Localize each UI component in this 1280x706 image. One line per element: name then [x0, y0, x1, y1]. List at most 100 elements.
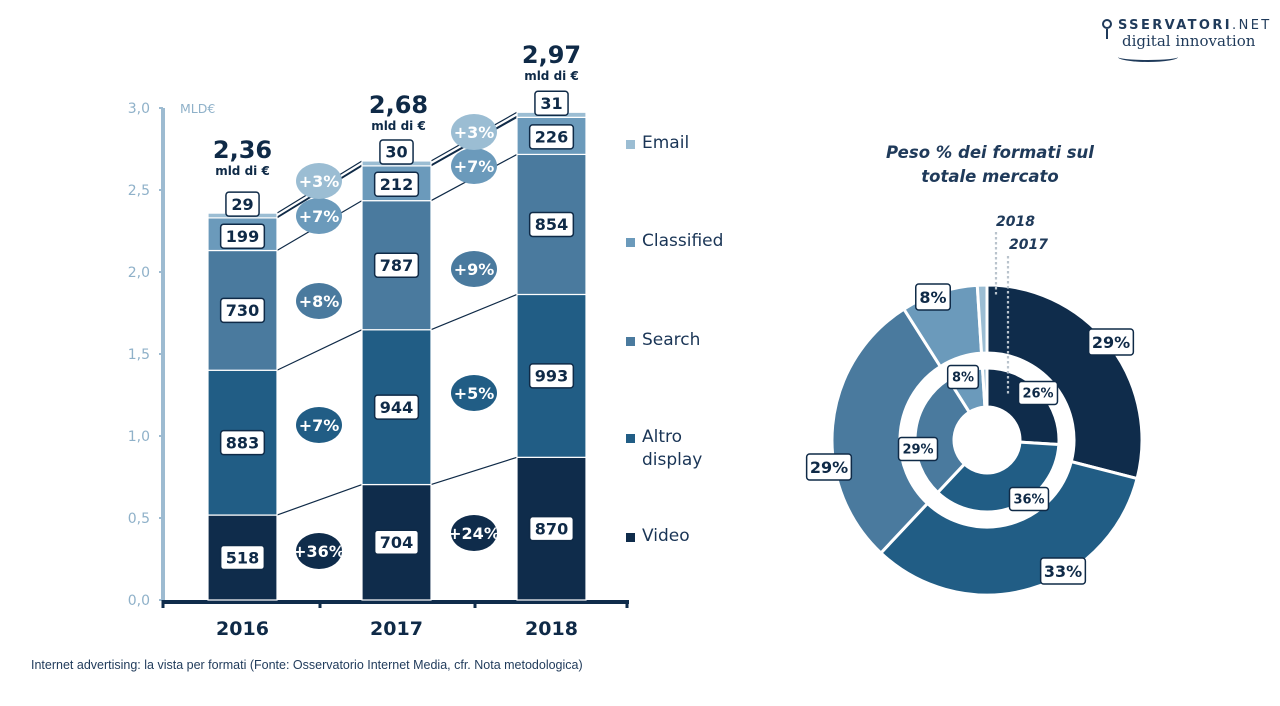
total-value: 2,36 [213, 136, 272, 164]
legend-label: Altro display [642, 427, 703, 470]
growth-connector [276, 483, 363, 516]
bar-value-search: 854 [528, 211, 575, 238]
logo-wordmark: SSERVATORI.NET [1118, 18, 1272, 33]
growth-connector [430, 456, 518, 486]
value-box [528, 363, 575, 389]
y-tick-label: 1,0 [128, 429, 150, 445]
total-unit: mld di € [215, 164, 270, 178]
bar-value-search: 787 [373, 252, 420, 278]
bar-value-altro-display: 944 [373, 394, 420, 420]
value-label: 29 [231, 195, 253, 214]
growth-ellipse [451, 251, 497, 287]
value-box [528, 515, 575, 542]
growth-label: +24% [448, 524, 500, 543]
legend-item-classified: Classified [626, 230, 723, 253]
legend-label: Email [642, 133, 690, 153]
legend-swatch [626, 238, 635, 247]
value-box [219, 297, 266, 324]
value-box [373, 529, 420, 556]
growth-badge-search: +9% [451, 251, 497, 287]
growth-ellipse [296, 198, 342, 234]
growth-label: +3% [454, 123, 495, 142]
magnifier-pin-icon [1102, 19, 1112, 29]
value-label: 944 [380, 398, 413, 417]
legend-item-email: Email [626, 132, 689, 155]
total-unit: mld di € [371, 119, 426, 133]
growth-ellipse [451, 515, 497, 551]
growth-badge-video: +24% [448, 515, 500, 551]
value-label: 31 [540, 94, 562, 113]
value-label: 518 [226, 548, 259, 567]
bar-value-classified: 212 [373, 171, 420, 198]
osservatori-logo: SSERVATORI.NET digital innovation [1100, 18, 1275, 68]
value-box [379, 139, 414, 165]
total-value: 2,68 [369, 91, 428, 119]
x-tick-label: 2017 [370, 618, 423, 640]
bar-value-video: 870 [528, 515, 575, 542]
growth-label: +7% [299, 207, 340, 226]
y-tick-label: 1,5 [128, 347, 150, 363]
growth-badge-email: +3% [296, 163, 342, 199]
value-label: 212 [380, 175, 413, 194]
bar-value-email: 29 [225, 191, 260, 217]
legend-item-search: Search [626, 329, 700, 352]
bar-value-search: 730 [219, 297, 266, 324]
growth-ellipse [296, 407, 342, 443]
y-unit-label: MLD€ [180, 101, 215, 116]
value-box [225, 191, 260, 217]
bar-value-altro-display: 993 [528, 363, 575, 389]
bar-segment-video [516, 456, 587, 601]
value-label: 199 [226, 227, 259, 246]
source-caption: Internet advertising: la vista per forma… [31, 658, 583, 672]
legend-item-video: Video [626, 525, 690, 548]
legend-label: Search [642, 330, 701, 350]
value-label: 787 [380, 256, 413, 275]
growth-badge-classified: +7% [451, 148, 497, 184]
growth-badge-altro-display: +5% [451, 375, 497, 411]
growth-connector [430, 293, 518, 331]
legend-swatch [626, 337, 635, 346]
logo-tagline: digital innovation [1122, 32, 1256, 50]
growth-connector [276, 329, 363, 371]
x-tick-label: 2016 [216, 618, 269, 640]
growth-ellipse [451, 148, 497, 184]
value-label: 704 [380, 533, 413, 552]
y-tick-label: 0,0 [128, 593, 150, 609]
bar-value-altro-display: 883 [219, 429, 266, 456]
growth-label: +8% [299, 292, 340, 311]
value-box [528, 211, 575, 238]
bar-value-video: 704 [373, 529, 420, 556]
bar-value-classified: 226 [528, 124, 575, 150]
legend-label: Video [642, 526, 690, 546]
value-box [219, 429, 266, 456]
value-box [219, 223, 266, 249]
growth-label: +7% [299, 416, 340, 435]
growth-badge-email: +3% [451, 114, 497, 150]
value-label: 30 [385, 143, 407, 162]
bar-value-classified: 199 [219, 223, 266, 249]
growth-badge-video: +36% [293, 533, 345, 569]
value-label: 226 [535, 128, 568, 147]
y-tick-label: 3,0 [128, 101, 150, 117]
growth-ellipse [296, 163, 342, 199]
legend-swatch [626, 140, 635, 149]
growth-label: +9% [454, 260, 495, 279]
x-tick-label: 2018 [525, 618, 578, 640]
value-box [373, 171, 420, 198]
growth-label: +36% [293, 542, 345, 561]
growth-label: +7% [454, 157, 495, 176]
total-value: 2,97 [522, 41, 581, 69]
growth-ellipse [296, 533, 342, 569]
value-box [534, 90, 569, 117]
growth-badge-altro-display: +7% [296, 407, 342, 443]
magnifier-pin-stem [1106, 29, 1108, 39]
y-tick-label: 2,0 [128, 265, 150, 281]
y-tick-label: 0,5 [128, 511, 150, 527]
value-label: 993 [535, 367, 568, 386]
legend-swatch [626, 434, 635, 443]
growth-ellipse [296, 283, 342, 319]
value-label: 870 [535, 519, 568, 538]
value-label: 854 [535, 215, 568, 234]
